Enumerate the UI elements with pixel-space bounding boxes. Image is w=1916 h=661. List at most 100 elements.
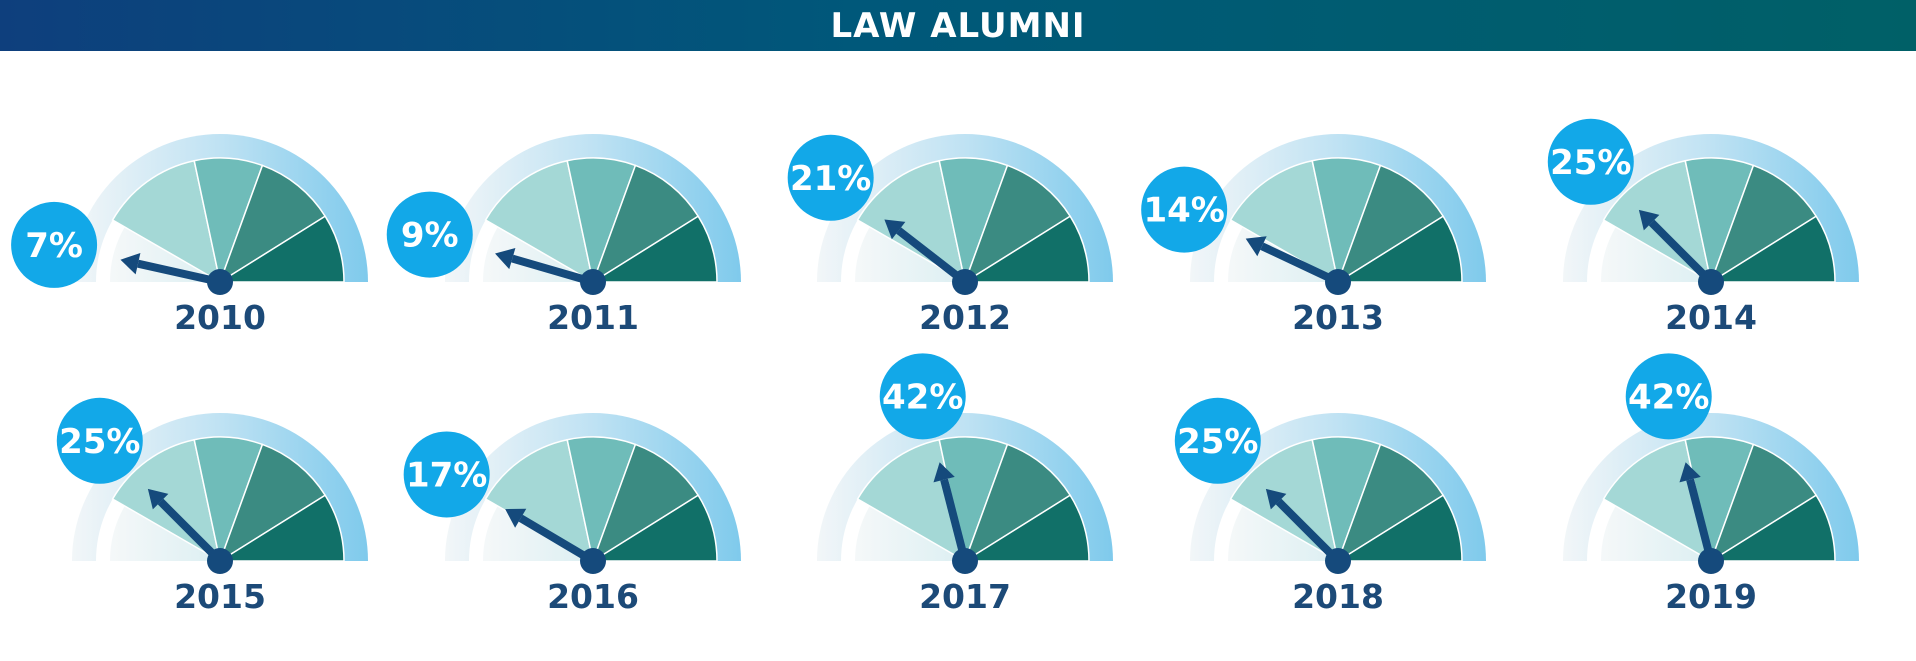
gauge-needle — [1275, 498, 1341, 564]
gauge-segment-1 — [111, 159, 222, 284]
gauge-needle — [511, 254, 595, 286]
year-label: 2012 — [919, 298, 1011, 337]
gauge-2011: 9% 2011 — [386, 134, 741, 337]
value-label: 42% — [882, 377, 963, 417]
year-label: 2016 — [547, 577, 639, 616]
gauge-low-zone — [483, 227, 593, 282]
gauge-low-zone — [855, 227, 965, 282]
gauge-segment-1 — [484, 438, 595, 563]
gauge-pivot — [580, 548, 606, 574]
gauge-pivot — [207, 269, 233, 295]
gauge-segment-3 — [1336, 443, 1445, 563]
gauge-segment-4 — [590, 494, 718, 562]
gauge-2019: 42% 2019 — [1563, 353, 1859, 616]
gauge-low-zone — [1228, 506, 1338, 561]
year-label: 2019 — [1665, 577, 1757, 616]
gauge-needle-head — [884, 219, 906, 240]
value-bubble — [879, 353, 966, 440]
gauge-needle-head — [933, 462, 955, 483]
value-bubble — [1547, 118, 1634, 205]
gauge-low-zone — [1601, 506, 1711, 561]
value-label: 25% — [59, 422, 140, 462]
gauge-segment-1 — [484, 159, 595, 284]
gauge-pivot — [952, 269, 978, 295]
value-label: 9% — [401, 216, 459, 256]
value-bubble — [386, 191, 473, 278]
value-bubble — [403, 431, 490, 518]
gauge-needle — [940, 478, 969, 562]
gauge-segment-1 — [1229, 159, 1340, 284]
gauge-segment-3 — [1336, 164, 1445, 284]
gauge-segment-3 — [591, 443, 700, 563]
year-label: 2014 — [1665, 298, 1757, 337]
year-label: 2015 — [174, 577, 266, 616]
value-label: 25% — [1177, 422, 1258, 462]
gauge-needle — [1686, 478, 1715, 562]
gauge-2017: 42% 2017 — [817, 353, 1113, 616]
gauge-needle-head — [1638, 209, 1660, 231]
gauge-pivot — [1698, 548, 1724, 574]
value-label: 42% — [1628, 377, 1709, 417]
value-bubble — [56, 397, 143, 484]
gauge-needle-head — [505, 508, 527, 528]
year-label: 2010 — [174, 298, 266, 337]
value-bubble — [787, 134, 874, 221]
gauge-pivot — [207, 548, 233, 574]
gauge-pivot — [580, 269, 606, 295]
gauge-segment-3 — [963, 443, 1072, 563]
gauge-needle — [157, 498, 223, 564]
year-label: 2018 — [1292, 577, 1384, 616]
value-label: 17% — [406, 455, 487, 495]
gauge-segment-3 — [218, 443, 327, 563]
page-header: LAW ALUMNI — [0, 0, 1916, 51]
gauge-low-zone — [1601, 227, 1711, 282]
gauge-segment-4 — [962, 215, 1090, 283]
value-bubble — [1625, 353, 1712, 440]
gauge-needle-head — [1265, 488, 1287, 510]
gauge-segment-3 — [218, 164, 327, 284]
gauge-segment-4 — [590, 215, 718, 283]
gauge-pivot — [1325, 269, 1351, 295]
gauge-segment-4 — [217, 215, 345, 283]
page-title: LAW ALUMNI — [830, 5, 1086, 46]
gauge-segment-4 — [1708, 494, 1836, 562]
value-label: 7% — [25, 226, 83, 266]
gauge-segment-4 — [962, 494, 1090, 562]
gauge-needle — [896, 227, 968, 286]
gauge-segment-4 — [1335, 494, 1463, 562]
gauge-2014: 25% 2014 — [1547, 118, 1859, 337]
gauge-2015: 25% 2015 — [56, 397, 368, 616]
gauge-2013: 14% 2013 — [1141, 134, 1486, 337]
gauge-segment-3 — [963, 164, 1072, 284]
gauge-low-zone — [855, 506, 965, 561]
value-bubble — [1174, 397, 1261, 484]
gauge-segment-1 — [856, 159, 967, 284]
value-label: 21% — [790, 159, 871, 199]
gauge-needle-head — [120, 252, 141, 275]
gauge-pivot — [1325, 548, 1351, 574]
gauge-needle-head — [495, 248, 516, 270]
gauge-needle-head — [147, 488, 169, 510]
value-label: 14% — [1143, 191, 1224, 231]
gauge-segment-3 — [1709, 164, 1818, 284]
gauge-segment-3 — [591, 164, 700, 284]
gauge-2012: 21% 2012 — [787, 134, 1113, 337]
gauge-needle-head — [1679, 462, 1701, 483]
gauge-segment-4 — [217, 494, 345, 562]
gauge-2018: 25% 2018 — [1174, 397, 1486, 616]
gauge-segment-4 — [1708, 215, 1836, 283]
gauge-segment-3 — [1709, 443, 1818, 563]
gauge-needle-head — [1245, 236, 1267, 257]
gauge-pivot — [1698, 269, 1724, 295]
value-bubble — [11, 201, 98, 288]
gauge-pivot — [952, 548, 978, 574]
gauge-low-zone — [110, 506, 220, 561]
gauge-needle — [1260, 242, 1340, 286]
gauge-2016: 17% 2016 — [403, 413, 741, 616]
value-bubble — [1141, 166, 1228, 253]
year-label: 2013 — [1292, 298, 1384, 337]
gauge-needle — [518, 514, 596, 565]
gauge-2010: 7% 2010 — [11, 134, 368, 337]
gauge-low-zone — [110, 227, 220, 282]
